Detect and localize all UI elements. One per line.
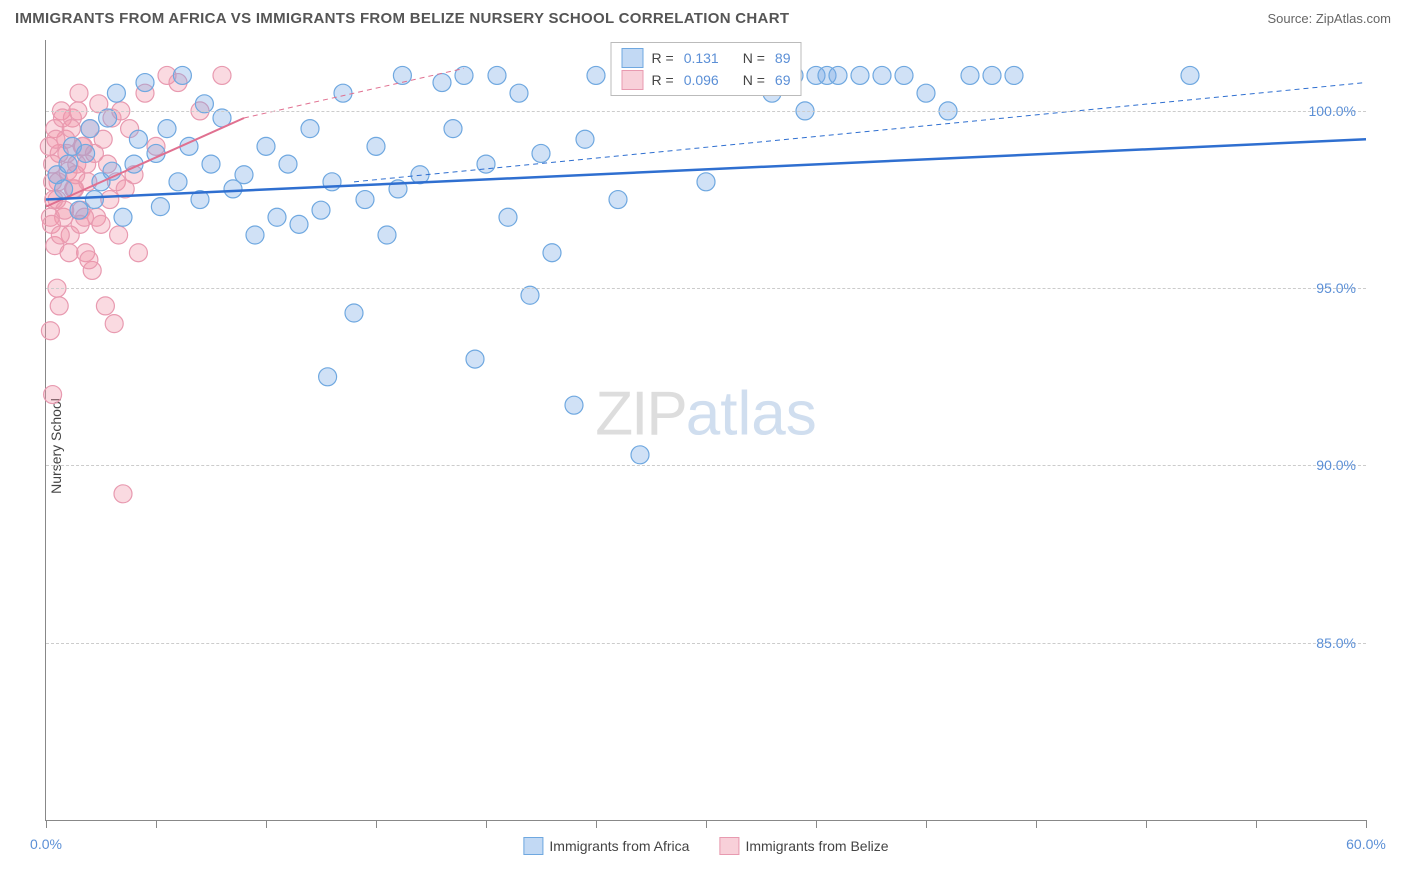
gridline [46, 643, 1366, 644]
scatter-chart [46, 40, 1366, 820]
x-tick [1146, 820, 1147, 828]
x-tick [266, 820, 267, 828]
plot-area: ZIPatlas R = 0.131 N = 89 R = 0.096 N = … [45, 40, 1366, 821]
x-tick [376, 820, 377, 828]
y-tick-label: 95.0% [1316, 280, 1356, 296]
x-tick [596, 820, 597, 828]
n-value: 89 [775, 50, 791, 66]
legend-label: Immigrants from Belize [745, 838, 888, 854]
correlation-legend: R = 0.131 N = 89 R = 0.096 N = 69 [611, 42, 802, 96]
gridline [46, 288, 1366, 289]
x-tick-label: 0.0% [30, 836, 62, 852]
x-tick [926, 820, 927, 828]
x-tick [1256, 820, 1257, 828]
chart-source: Source: ZipAtlas.com [1267, 11, 1391, 26]
x-tick [1036, 820, 1037, 828]
x-tick [156, 820, 157, 828]
legend-swatch-belize [622, 70, 644, 90]
chart-title: IMMIGRANTS FROM AFRICA VS IMMIGRANTS FRO… [15, 10, 789, 27]
n-value: 69 [775, 72, 791, 88]
n-label: N = [743, 50, 765, 66]
n-label: N = [743, 72, 765, 88]
r-value: 0.131 [684, 50, 719, 66]
legend-swatch-belize [719, 837, 739, 855]
series-legend: Immigrants from Africa Immigrants from B… [523, 837, 888, 855]
x-tick [1366, 820, 1367, 828]
r-label: R = [652, 50, 674, 66]
y-tick-label: 100.0% [1309, 103, 1356, 119]
legend-swatch-africa [523, 837, 543, 855]
x-tick [816, 820, 817, 828]
x-tick [486, 820, 487, 828]
legend-row-belize: R = 0.096 N = 69 [622, 69, 791, 91]
legend-label: Immigrants from Africa [549, 838, 689, 854]
x-tick [706, 820, 707, 828]
legend-swatch-africa [622, 48, 644, 68]
x-tick-label: 60.0% [1346, 836, 1386, 852]
y-tick-label: 85.0% [1316, 635, 1356, 651]
r-label: R = [652, 72, 674, 88]
gridline [46, 111, 1366, 112]
chart-header: IMMIGRANTS FROM AFRICA VS IMMIGRANTS FRO… [15, 10, 1391, 27]
legend-row-africa: R = 0.131 N = 89 [622, 47, 791, 69]
y-tick-label: 90.0% [1316, 457, 1356, 473]
legend-item-belize: Immigrants from Belize [719, 837, 888, 855]
legend-item-africa: Immigrants from Africa [523, 837, 689, 855]
x-tick [46, 820, 47, 828]
gridline [46, 465, 1366, 466]
r-value: 0.096 [684, 72, 719, 88]
